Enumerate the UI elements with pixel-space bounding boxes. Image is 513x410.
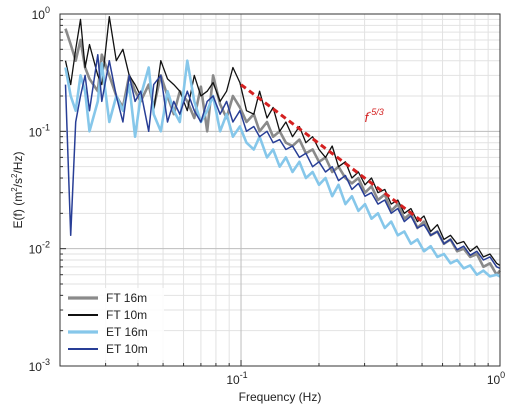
slope-annotation: f-5/3 [365,107,384,125]
slope-annotation-exponent: -5/3 [368,107,384,117]
y-tick-exponent: -1 [42,122,50,132]
y-tick-label: 100 [32,5,50,22]
x-tick-base: 10 [487,373,501,387]
x-axis-label: Frequency (Hz) [239,390,322,404]
y-tick-exponent: -3 [42,357,50,367]
legend-label: ET 10m [106,342,148,356]
x-tick-exponent: 0 [500,370,505,380]
y-tick-label: 10-2 [29,240,50,257]
slope-annotation-base: f [365,110,370,125]
x-tick-base: 10 [226,373,240,387]
x-tick-label: 10-1 [226,370,247,387]
y-tick-base: 10 [29,125,43,139]
legend: FT 16m FT 10m ET 16m ET 10m [64,288,164,360]
y-axis-label: E(f) (m2/s2/Hz) [10,152,25,229]
y-tick-exponent: 0 [45,5,50,15]
series-line-4 [64,53,501,269]
axis-ticks [59,18,489,367]
y-tick-exponent: -2 [42,240,50,250]
y-tick-base: 10 [29,243,43,257]
series-line-2 [64,15,501,266]
y-label-mid: /s [11,178,25,187]
legend-label: ET 16m [106,325,148,339]
y-label-sup2: 2 [10,173,19,178]
legend-label: FT 16m [106,291,147,305]
y-label-end: /Hz) [11,152,25,174]
y-label-sup1: 2 [10,187,19,192]
series-layer [64,15,502,278]
x-tick-label: 100 [487,370,505,387]
y-tick-base: 10 [32,8,46,22]
x-tick-exponent: -1 [240,370,248,380]
y-tick-label: 10-1 [29,122,50,139]
y-label-base: E(f) (m [11,192,25,229]
y-tick-label: 10-3 [29,357,50,374]
legend-label: FT 10m [106,308,147,322]
plot-frame [59,13,501,367]
series-line-3 [64,59,501,278]
y-tick-base: 10 [29,360,43,374]
reference-slope-line [240,83,423,223]
